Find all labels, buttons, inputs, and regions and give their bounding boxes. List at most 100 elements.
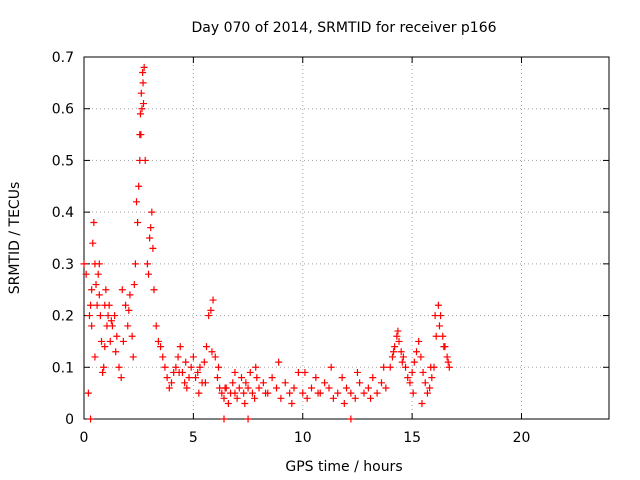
data-point <box>356 379 364 387</box>
data-point <box>299 389 307 397</box>
data-point <box>138 105 146 113</box>
data-point <box>84 389 92 397</box>
data-point <box>159 353 167 361</box>
data-point <box>369 374 377 382</box>
data-point <box>402 363 410 371</box>
data-point <box>172 363 180 371</box>
data-point <box>146 234 154 242</box>
data-point <box>200 358 208 366</box>
data-point <box>108 322 116 330</box>
data-point <box>115 363 123 371</box>
data-point <box>290 384 298 392</box>
data-point <box>152 322 160 330</box>
data-point <box>229 379 237 387</box>
data-point <box>419 368 427 376</box>
data-point <box>207 306 215 314</box>
data-point <box>415 337 423 345</box>
data-point <box>89 239 97 247</box>
data-point <box>334 389 342 397</box>
data-point <box>347 415 355 423</box>
data-point <box>329 394 337 402</box>
data-point <box>98 337 105 345</box>
data-point <box>194 368 202 376</box>
data-point <box>388 353 396 361</box>
chart-title: Day 070 of 2014, SRMTID for receiver p16… <box>191 20 496 36</box>
data-point <box>444 358 452 366</box>
data-point <box>181 379 189 387</box>
data-point <box>205 312 213 320</box>
data-point <box>129 353 137 361</box>
data-point <box>104 312 112 320</box>
data-point <box>218 389 226 397</box>
data-point <box>397 348 405 356</box>
data-point <box>163 374 171 382</box>
data-point <box>215 363 223 371</box>
data-point <box>224 399 232 407</box>
data-point <box>445 363 453 371</box>
data-point <box>303 394 311 402</box>
data-point <box>119 337 127 345</box>
data-point <box>102 286 110 294</box>
data-point <box>312 374 320 382</box>
data-point <box>428 374 436 382</box>
data-point <box>408 368 416 376</box>
data-point <box>161 363 169 371</box>
data-point <box>99 368 107 376</box>
data-point <box>431 312 439 320</box>
data-point <box>231 368 239 376</box>
y-tick-label: 0 <box>65 412 74 428</box>
data-point <box>128 332 136 340</box>
data-point <box>141 156 149 164</box>
tick-marks <box>83 56 609 420</box>
data-point <box>220 394 228 402</box>
x-axis-label: GPS time / hours <box>285 459 402 475</box>
data-point <box>338 374 346 382</box>
data-point <box>426 384 434 392</box>
data-point <box>255 384 263 392</box>
data-point <box>88 322 96 330</box>
y-axis-label: SRMTID / TECUs <box>7 182 23 295</box>
y-tick-label: 0.4 <box>52 205 74 221</box>
data-point <box>187 363 195 371</box>
data-point <box>432 332 440 340</box>
data-point <box>382 384 390 392</box>
data-point <box>221 384 229 392</box>
data-point <box>439 332 447 340</box>
plot-frame <box>83 56 610 420</box>
data-point <box>395 337 403 345</box>
data-point <box>440 343 448 351</box>
data-point <box>176 343 184 351</box>
data-point <box>107 317 115 325</box>
data-point <box>410 358 418 366</box>
data-point <box>373 389 381 397</box>
data-point <box>423 389 431 397</box>
data-point <box>286 389 294 397</box>
data-point <box>175 368 183 376</box>
data-point <box>154 337 162 345</box>
data-point <box>244 415 252 423</box>
data-point <box>136 131 144 139</box>
data-point <box>93 301 101 309</box>
data-point <box>253 374 261 382</box>
data-point <box>189 353 197 361</box>
data-point <box>131 260 139 268</box>
data-point <box>139 69 147 77</box>
data-point <box>390 348 398 356</box>
data-point <box>427 363 435 371</box>
data-point <box>343 384 350 392</box>
data-point <box>185 374 193 382</box>
data-point <box>157 343 165 351</box>
y-tick-label: 0.1 <box>52 360 74 376</box>
data-point <box>126 291 134 299</box>
x-tick-label: 10 <box>294 430 312 446</box>
y-tick-label: 0.5 <box>52 153 74 169</box>
data-point <box>124 322 132 330</box>
data-point <box>100 363 108 371</box>
data-point <box>434 301 442 309</box>
data-point <box>136 110 144 118</box>
x-tick-label: 5 <box>189 430 198 446</box>
data-point <box>118 286 126 294</box>
data-point <box>231 389 239 397</box>
data-point <box>111 312 119 320</box>
data-point <box>394 327 402 335</box>
